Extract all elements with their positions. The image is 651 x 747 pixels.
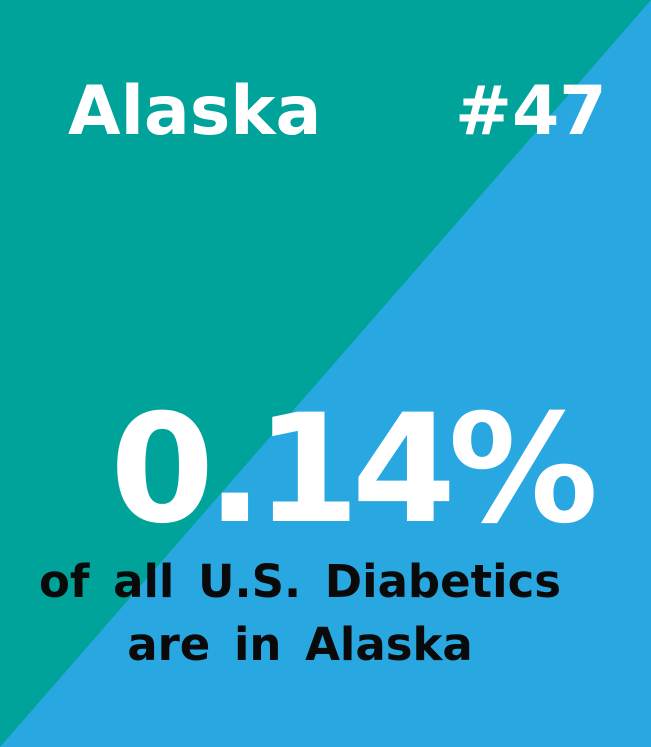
rank-label: #47 [455, 72, 607, 151]
stat-caption: of all U.S. Diabetics are in Alaska [0, 550, 600, 676]
state-name: Alaska [68, 72, 322, 151]
caption-line-2: are in Alaska [127, 618, 473, 671]
caption-line-1: of all U.S. Diabetics [38, 555, 562, 608]
percentage-stat: 0.14% [110, 383, 598, 557]
